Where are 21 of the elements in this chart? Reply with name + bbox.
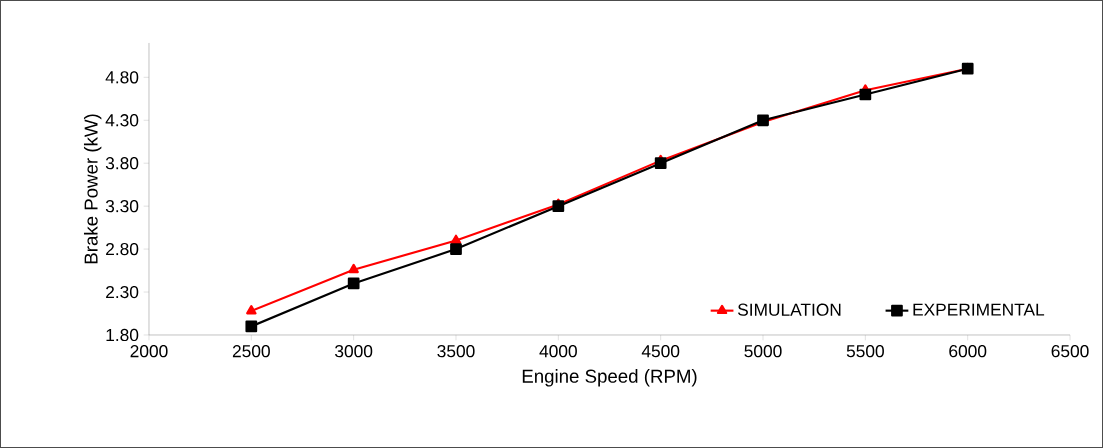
x-tick-label: 6000 <box>949 345 987 358</box>
x-tick-label: 4500 <box>641 345 680 358</box>
y-tick-label: 3.80 <box>105 157 139 170</box>
y-axis-title: Brake Power (kW) <box>83 114 102 264</box>
x-tick-label: 5000 <box>744 345 782 358</box>
x-tick-label: 3000 <box>335 345 373 358</box>
legend-label: SIMULATION <box>737 303 841 316</box>
x-axis-title: Engine Speed (RPM) <box>522 369 697 387</box>
y-tick-label: 2.30 <box>106 285 139 299</box>
x-tick-label: 5500 <box>846 345 884 358</box>
x-tick-label: 3500 <box>437 345 475 358</box>
y-tick-label: 2.80 <box>106 242 139 256</box>
x-tick-label: 4000 <box>539 345 577 358</box>
y-tick-label: 3.30 <box>105 200 139 213</box>
y-tick-label: 1.80 <box>106 328 139 342</box>
x-tick-label: 2000 <box>130 345 168 358</box>
x-tick-label: 2500 <box>232 345 270 358</box>
y-tick-label: 4.80 <box>105 71 139 84</box>
x-tick-label: 6500 <box>1051 345 1089 358</box>
legend-label: EXPERIMENTAL <box>913 303 1045 316</box>
y-tick-label: 4.30 <box>105 114 139 127</box>
